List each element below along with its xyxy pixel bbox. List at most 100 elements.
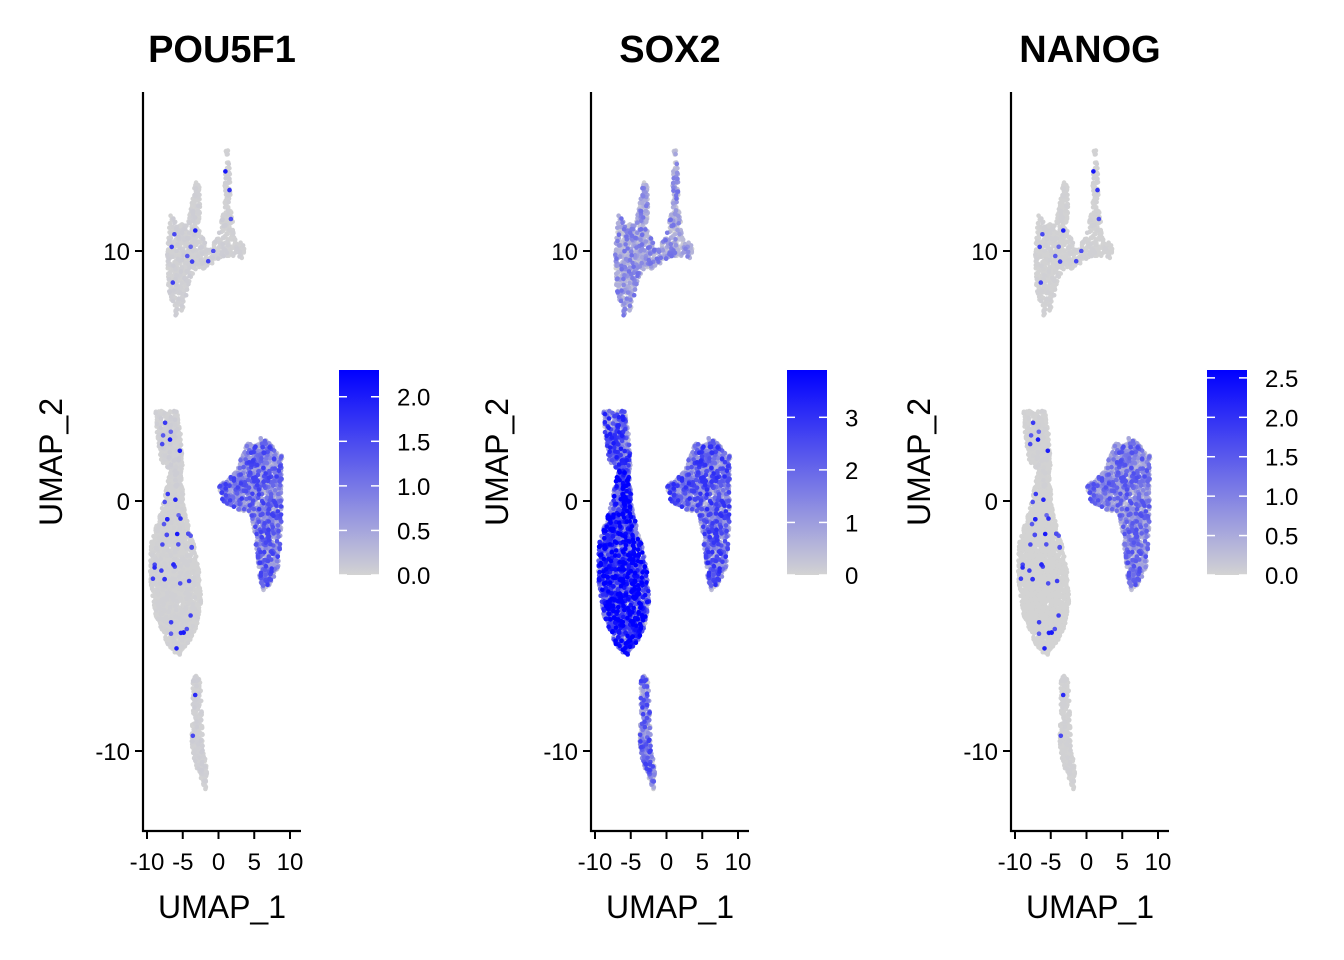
cell-point — [180, 231, 185, 236]
cell-point — [187, 220, 192, 225]
cell-point — [227, 228, 232, 233]
cell-point — [178, 477, 183, 482]
cell-point — [177, 652, 182, 657]
cell-point — [196, 204, 201, 209]
cell-point — [199, 768, 204, 773]
cell-point — [185, 236, 190, 241]
cell-point — [221, 254, 226, 259]
cell-point — [192, 575, 197, 580]
cell-point — [173, 313, 178, 318]
cell-point — [166, 455, 171, 460]
cell-point — [156, 524, 161, 529]
cell-point — [172, 409, 177, 414]
cell-point — [150, 582, 155, 587]
cell-point — [153, 411, 158, 416]
cell-point — [162, 608, 167, 613]
cell-point — [173, 309, 178, 314]
cell-point — [190, 605, 195, 610]
cell-point — [171, 584, 176, 589]
cell-point — [163, 427, 168, 432]
cell-point — [155, 422, 160, 427]
cell-point — [168, 605, 173, 610]
cell-point — [173, 615, 178, 620]
cell-point — [179, 308, 184, 313]
cell-point — [173, 277, 178, 282]
cell-point — [159, 416, 164, 421]
cell-point — [180, 507, 185, 512]
cell-point — [192, 550, 197, 555]
cell-point — [191, 569, 196, 574]
cell-point — [186, 602, 191, 607]
cell-point — [161, 602, 166, 607]
cell-point — [184, 293, 189, 298]
cell-point — [185, 519, 190, 524]
cell-point — [187, 274, 192, 279]
cell-point — [173, 417, 178, 422]
cell-point — [193, 595, 198, 600]
cell-point — [167, 511, 172, 516]
cell-point — [185, 287, 190, 292]
cell-point — [193, 715, 198, 720]
cell-point — [153, 569, 158, 574]
cell-point — [199, 599, 204, 604]
cell-point — [181, 522, 186, 527]
cell-point — [194, 186, 199, 191]
cell-point — [200, 744, 205, 749]
cell-point — [193, 759, 198, 764]
cell-point — [166, 271, 171, 276]
cell-point — [213, 239, 218, 244]
cell-point — [180, 491, 185, 496]
cell-point — [200, 762, 205, 767]
cell-point — [150, 587, 155, 592]
cell-point — [173, 422, 178, 427]
cell-point — [155, 529, 160, 534]
cell-point — [182, 276, 187, 281]
cell-point — [180, 258, 185, 263]
cell-point — [171, 595, 176, 600]
cell-point — [178, 527, 183, 532]
cell-point — [172, 526, 177, 531]
cell-point — [200, 732, 205, 737]
cell-point — [172, 512, 177, 517]
cell-point — [189, 564, 194, 569]
cell-point — [162, 458, 167, 463]
cell-point — [184, 269, 189, 274]
cell-point — [186, 595, 191, 600]
cell-point — [165, 252, 170, 257]
cell-point — [179, 557, 184, 562]
cell-point — [173, 549, 178, 554]
cell-point — [182, 581, 187, 586]
cell-point — [200, 748, 205, 753]
cell-point — [176, 234, 181, 239]
cell-point — [162, 561, 167, 566]
cell-point — [179, 499, 184, 504]
cell-point — [167, 239, 172, 244]
cell-point — [193, 555, 198, 560]
cell-point — [201, 261, 206, 266]
cell-point — [167, 450, 172, 455]
cell-point — [221, 242, 226, 247]
cell-point — [188, 617, 193, 622]
cell-point — [162, 411, 167, 416]
panel-pou5f1: POU5F1 -10 -5 0 5 10 -10010 UMAP_1 UMAP_2 0.… — [33, 29, 430, 925]
cell-point — [177, 587, 182, 592]
cell-point — [149, 545, 154, 550]
cell-point — [188, 559, 193, 564]
cell-point — [226, 208, 231, 213]
cell-point — [196, 573, 201, 578]
cell-point — [158, 624, 163, 629]
cell-point — [192, 581, 197, 586]
cell-point — [190, 739, 195, 744]
cell-point — [204, 779, 209, 784]
cell-point — [237, 254, 242, 259]
cell-point — [155, 546, 160, 551]
cell-point — [179, 443, 184, 448]
cell-point — [177, 246, 182, 251]
cell-point — [181, 619, 186, 624]
cell-point — [175, 242, 180, 247]
cell-point — [194, 684, 199, 689]
cell-point — [226, 193, 231, 198]
cell-point — [176, 641, 181, 646]
cell-point — [192, 705, 197, 710]
cell-point — [167, 277, 172, 282]
